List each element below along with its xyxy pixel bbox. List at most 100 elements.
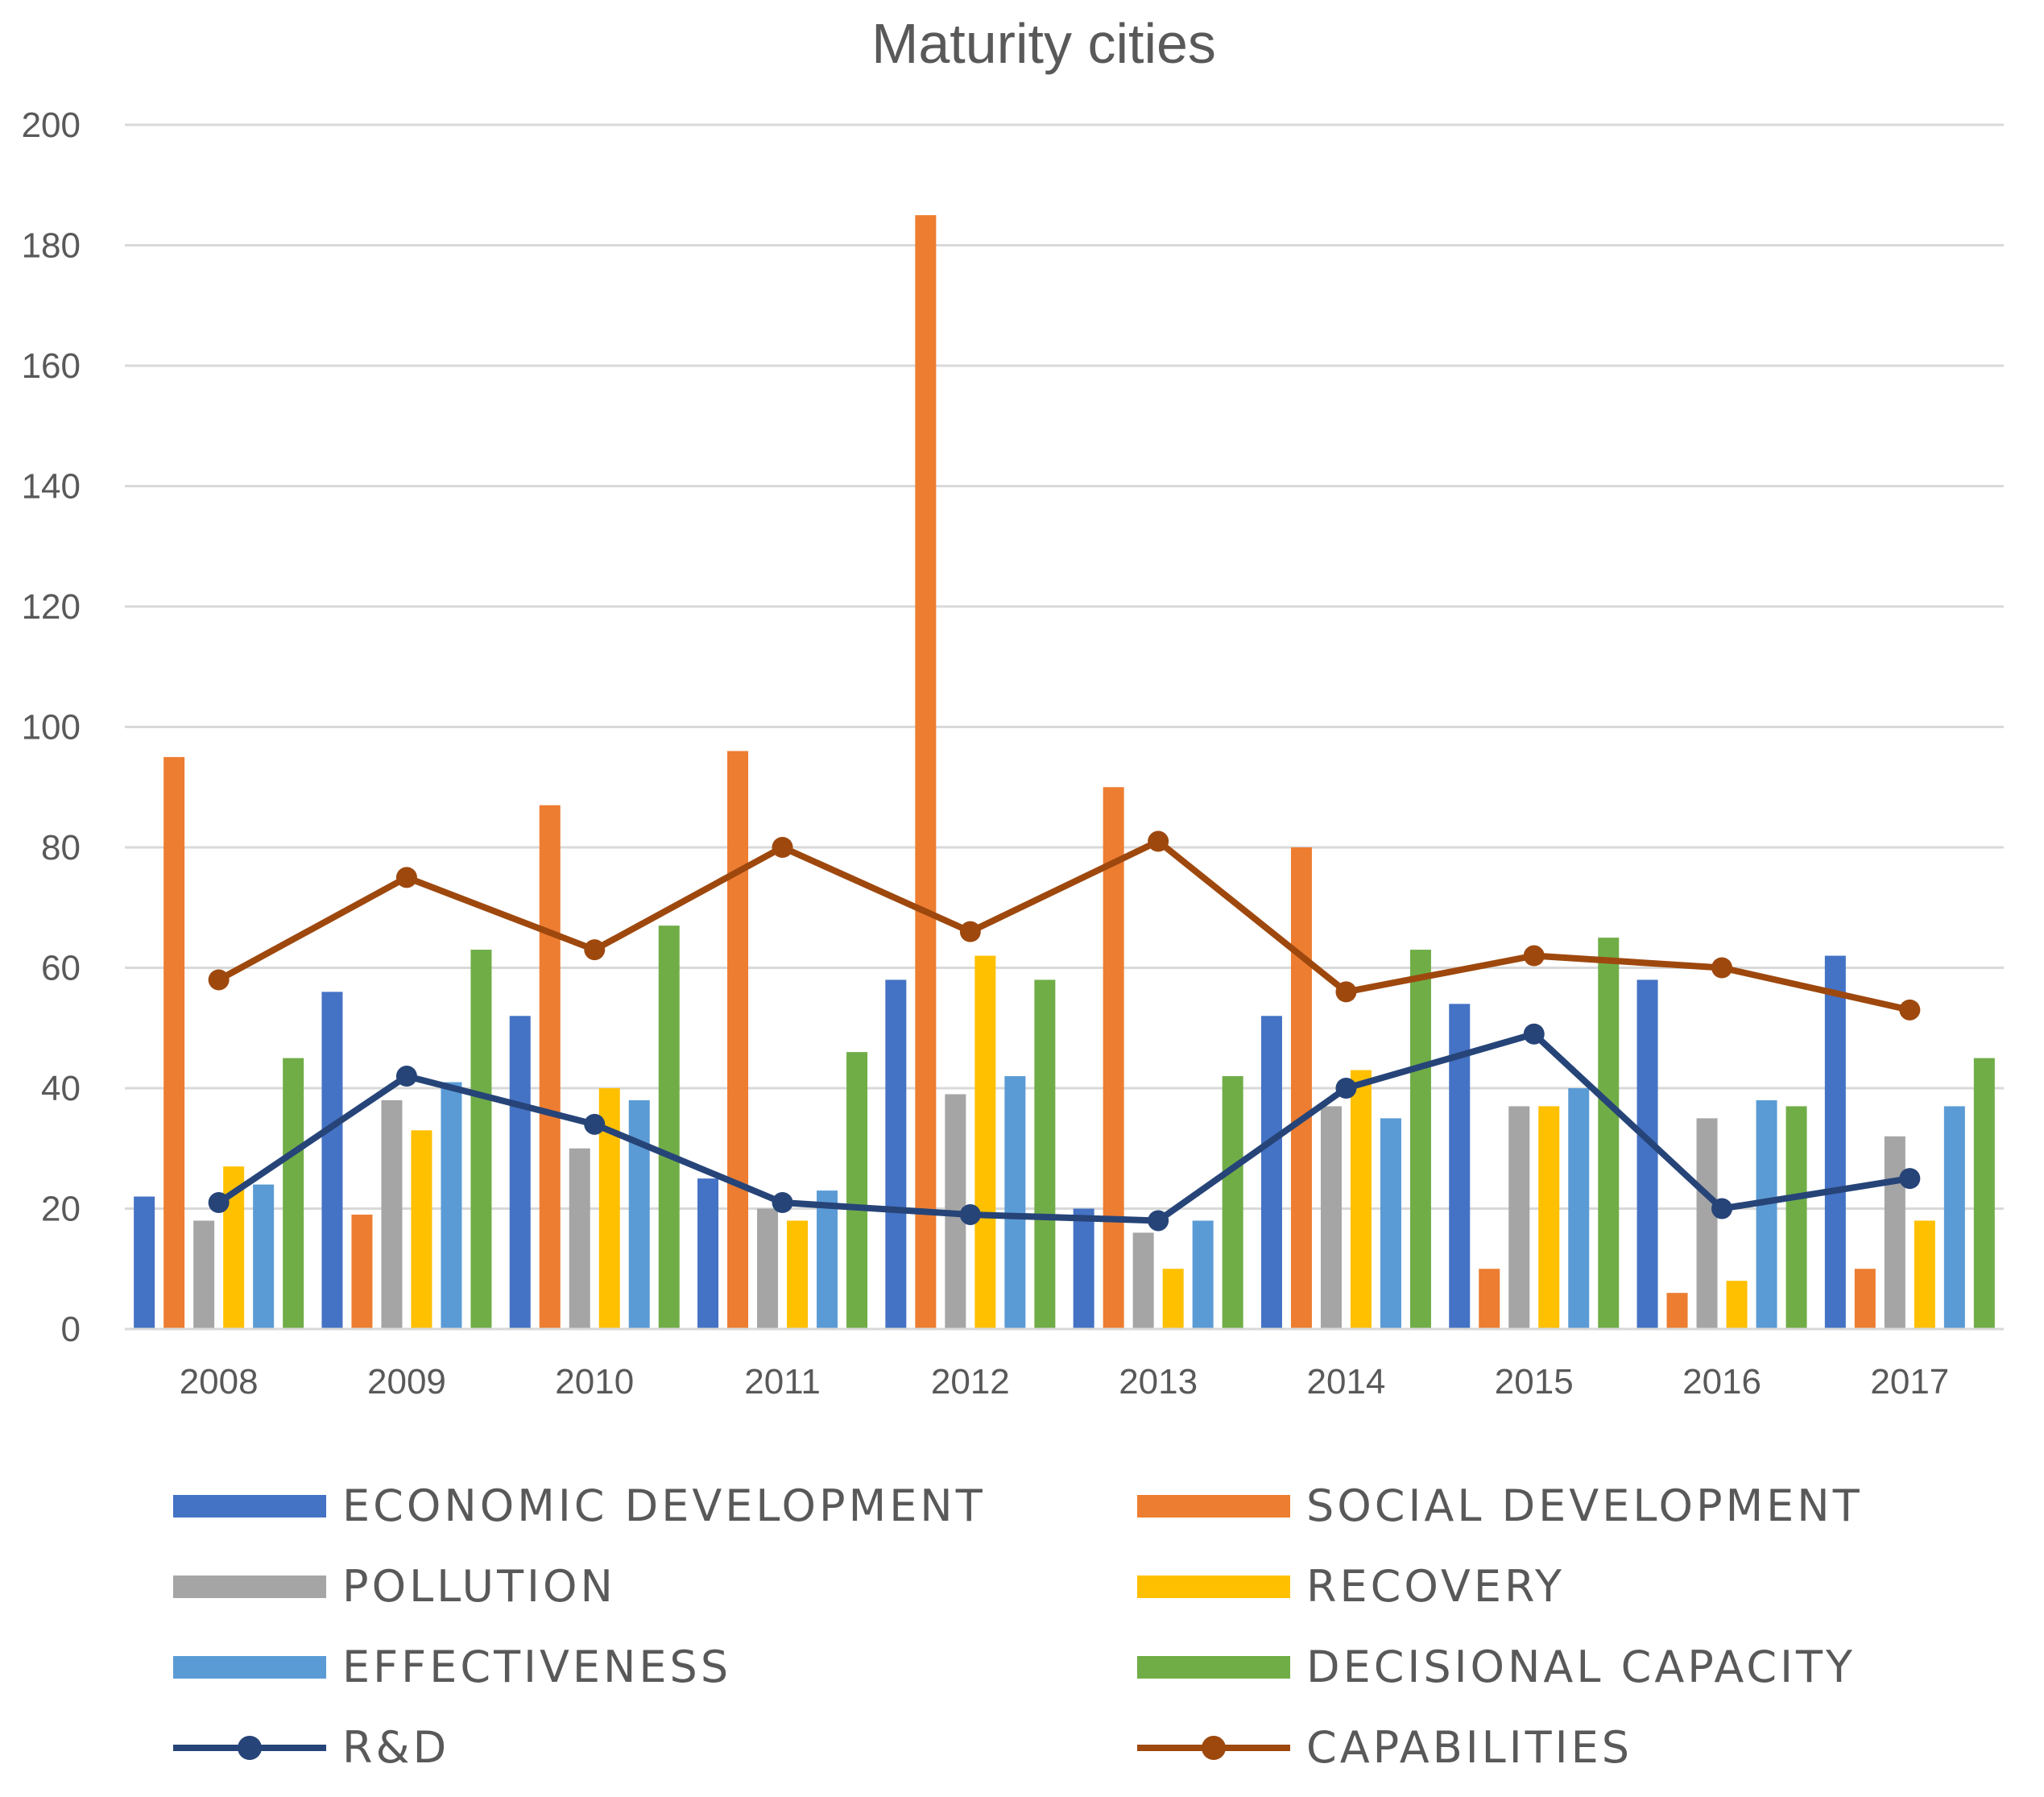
point-capabilities — [1335, 981, 1357, 1003]
bar-economic-development — [1636, 979, 1658, 1329]
y-tick-label: 0 — [61, 1310, 81, 1349]
bar-economic-development — [1824, 955, 1846, 1329]
y-tick-label: 200 — [22, 106, 81, 145]
bar-effectiveness — [1568, 1088, 1590, 1329]
point-capabilities — [959, 921, 981, 942]
bar-effectiveness — [1380, 1118, 1401, 1329]
x-tick-label: 2017 — [1870, 1362, 1949, 1402]
y-axis: 0 20 40 60 80 100 120 140 160 180 200 — [22, 106, 81, 1349]
bar-pollution — [193, 1220, 215, 1329]
point-r-d — [1335, 1078, 1357, 1099]
x-tick-label: 2013 — [1119, 1362, 1198, 1402]
bar-economic-development — [1073, 1208, 1094, 1329]
bar-decisional-capacity — [470, 950, 492, 1329]
point-r-d — [1899, 1168, 1921, 1190]
legend-label-capabilities: CAPABILITIES — [1306, 1722, 1632, 1773]
y-tick-label: 120 — [22, 587, 81, 627]
x-tick-label: 2009 — [367, 1362, 446, 1402]
bar-effectiveness — [628, 1099, 650, 1329]
point-r-d — [1711, 1198, 1733, 1219]
x-tick-label: 2012 — [931, 1362, 1010, 1402]
y-tick-label: 40 — [41, 1069, 81, 1108]
y-tick-label: 100 — [22, 708, 81, 747]
bar-effectiveness — [253, 1184, 275, 1329]
legend: ECONOMIC DEVELOPMENT SOCIAL DEVELOPMENT PO… — [173, 1480, 1863, 1773]
bar-economic-development — [321, 992, 343, 1329]
bar-decisional-capacity — [1409, 950, 1431, 1329]
line-r-d — [215, 1030, 1914, 1224]
point-capabilities — [1523, 945, 1545, 967]
point-r-d — [1523, 1023, 1545, 1045]
bar-effectiveness — [1004, 1076, 1026, 1329]
bar-social-development — [1103, 787, 1124, 1329]
bar-decisional-capacity — [1785, 1106, 1807, 1329]
bar-social-development — [1666, 1293, 1688, 1329]
legend-marker-capabilities — [1202, 1736, 1226, 1760]
bar-series — [134, 215, 1995, 1329]
x-tick-label: 2015 — [1495, 1362, 1574, 1402]
bar-effectiveness — [1943, 1106, 1965, 1329]
bar-effectiveness — [817, 1190, 838, 1329]
bar-social-development — [1854, 1269, 1876, 1329]
bar-social-development — [727, 751, 749, 1329]
bar-pollution — [1508, 1106, 1530, 1329]
point-capabilities — [772, 837, 793, 858]
legend-swatch-economic-development — [173, 1495, 326, 1518]
bar-social-development — [915, 215, 937, 1329]
bar-effectiveness — [441, 1082, 462, 1329]
legend-label-economic-development: ECONOMIC DEVELOPMENT — [342, 1480, 986, 1531]
legend-swatch-effectiveness — [173, 1656, 326, 1679]
bar-decisional-capacity — [283, 1058, 304, 1329]
bar-pollution — [381, 1099, 403, 1329]
bar-effectiveness — [1756, 1099, 1777, 1329]
bar-pollution — [1320, 1106, 1342, 1329]
y-tick-label: 160 — [22, 346, 81, 386]
legend-label-decisional-capacity: DECISIONAL CAPACITY — [1306, 1642, 1856, 1692]
bar-decisional-capacity — [846, 1052, 868, 1329]
legend-label-recovery: RECOVERY — [1306, 1561, 1565, 1612]
x-tick-label: 2016 — [1682, 1362, 1761, 1402]
bar-recovery — [411, 1130, 432, 1329]
bar-social-development — [163, 756, 185, 1329]
point-capabilities — [1899, 999, 1921, 1021]
bar-decisional-capacity — [1034, 979, 1056, 1329]
bar-recovery — [787, 1220, 809, 1329]
bar-decisional-capacity — [1973, 1058, 1995, 1329]
point-capabilities — [1711, 957, 1733, 979]
bar-economic-development — [509, 1016, 531, 1329]
point-capabilities — [584, 939, 606, 961]
x-axis: 2008 2009 2010 2011 2012 2013 2014 2015 2016 2017 — [180, 1362, 1950, 1402]
bar-decisional-capacity — [658, 925, 680, 1329]
legend-label-r-d: R&D — [342, 1722, 449, 1773]
legend-label-social-development: SOCIAL DEVELOPMENT — [1306, 1480, 1863, 1531]
bar-recovery — [1726, 1281, 1748, 1329]
point-capabilities — [395, 867, 417, 888]
bar-pollution — [569, 1148, 590, 1329]
bar-recovery — [1162, 1269, 1184, 1329]
bar-pollution — [1696, 1118, 1718, 1329]
gridlines — [125, 123, 2004, 1210]
legend-label-pollution: POLLUTION — [342, 1561, 616, 1612]
point-r-d — [959, 1203, 981, 1225]
legend-swatch-social-development — [1137, 1495, 1290, 1518]
y-tick-label: 20 — [41, 1190, 81, 1229]
point-r-d — [772, 1192, 793, 1214]
bar-social-development — [1290, 847, 1312, 1329]
y-tick-label: 60 — [41, 949, 81, 988]
bar-effectiveness — [1192, 1220, 1214, 1329]
x-tick-label: 2014 — [1307, 1362, 1386, 1402]
legend-swatch-decisional-capacity — [1137, 1656, 1290, 1679]
point-capabilities — [1148, 830, 1169, 852]
legend-label-effectiveness: EFFECTIVENESS — [342, 1642, 731, 1692]
x-tick-label: 2008 — [180, 1362, 259, 1402]
legend-swatch-recovery — [1137, 1575, 1290, 1598]
chart-title: Maturity cities — [871, 12, 1216, 75]
bar-recovery — [974, 955, 996, 1329]
x-tick-label: 2010 — [555, 1362, 634, 1402]
bar-decisional-capacity — [1598, 938, 1620, 1329]
bar-economic-development — [885, 979, 907, 1329]
point-r-d — [208, 1192, 230, 1214]
bar-social-development — [1479, 1269, 1500, 1329]
y-tick-label: 140 — [22, 467, 81, 507]
bar-pollution — [1884, 1136, 1905, 1329]
